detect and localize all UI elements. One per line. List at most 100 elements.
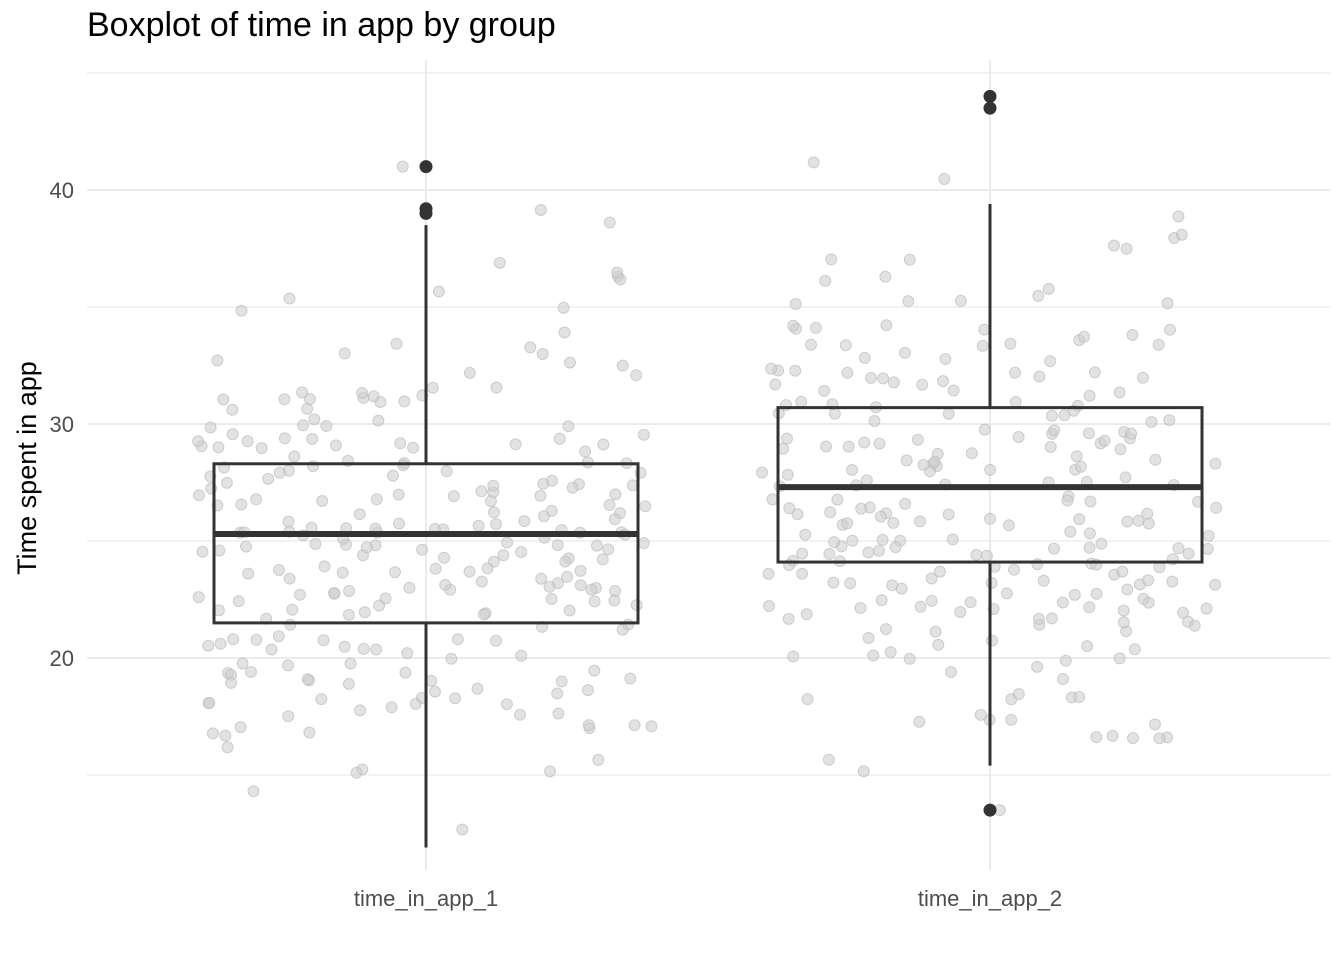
jitter-point: [938, 173, 951, 185]
jitter-point: [370, 643, 383, 656]
jitter-point: [250, 493, 263, 506]
jitter-point: [562, 420, 575, 433]
jitter-point: [1044, 441, 1057, 453]
jitter-point: [515, 649, 528, 662]
jitter-point: [456, 823, 469, 836]
jitter-point: [288, 450, 301, 463]
jitter-point: [407, 441, 420, 454]
jitter-point: [846, 463, 859, 476]
jitter-point: [1141, 507, 1154, 520]
jitter-point: [873, 437, 886, 450]
jitter-point: [283, 292, 296, 305]
jitter-point: [582, 719, 595, 732]
jitter-point: [932, 638, 945, 651]
jitter-point: [236, 657, 249, 670]
jitter-point: [1137, 371, 1149, 384]
jitter-point: [1078, 330, 1091, 343]
boxes: [212, 89, 1204, 848]
jitter-point: [387, 469, 399, 482]
jitter-point: [350, 766, 363, 779]
jitter-point: [1073, 513, 1086, 526]
jitter-point: [581, 684, 594, 697]
jitter-point: [214, 637, 227, 650]
jitter-point: [370, 493, 383, 506]
jitter-point: [965, 447, 978, 460]
jitter-point: [1161, 297, 1174, 310]
jitter-point: [791, 508, 804, 521]
jitter-point: [1081, 640, 1094, 653]
jitter-point: [1106, 729, 1119, 742]
jitter-point: [1166, 575, 1179, 588]
jitter-point: [315, 693, 328, 706]
jitter-point: [1083, 541, 1096, 554]
jitter-point: [831, 493, 844, 506]
jitter-point: [354, 704, 367, 717]
jitter-point: [537, 477, 550, 490]
jitter-point: [192, 591, 205, 604]
jitter-point: [1095, 537, 1108, 550]
jitter-point: [928, 455, 941, 468]
jitter-point: [809, 321, 822, 334]
jitter-point: [1045, 612, 1058, 625]
jitter-point: [397, 459, 410, 472]
jitter-point: [225, 676, 238, 689]
jitter-point: [1042, 282, 1055, 295]
jitter-point: [1149, 453, 1162, 466]
jitter-point: [608, 513, 621, 526]
jitter-point: [639, 500, 652, 513]
jitter-point: [825, 253, 838, 266]
jitter-point: [616, 623, 629, 636]
jitter-point: [344, 657, 357, 670]
jitter-point: [756, 466, 768, 479]
jitter-point: [282, 659, 295, 672]
jitter-point: [1084, 495, 1097, 508]
jitter-point: [984, 512, 996, 525]
jitter-point: [945, 666, 957, 678]
jitter-point: [925, 572, 938, 585]
jitter-point: [984, 463, 997, 476]
jitter-point: [839, 339, 852, 352]
jitter-point: [235, 304, 248, 317]
jitter-point: [1113, 652, 1126, 665]
jitter-point: [1117, 604, 1130, 617]
jitter-point: [336, 566, 349, 579]
jitter-point: [553, 432, 566, 445]
jitter-point: [329, 439, 342, 452]
jitter-point: [1172, 542, 1185, 555]
jitter-point: [1142, 574, 1155, 587]
jitter-point: [858, 436, 871, 449]
jitter-point: [807, 156, 820, 169]
jitter-point: [900, 454, 913, 467]
jitter-point: [518, 515, 531, 528]
jitter-point: [616, 359, 629, 372]
jitter-point: [875, 594, 888, 607]
jitter-point: [1120, 242, 1133, 255]
jitter-point: [212, 441, 225, 454]
jitter-point: [221, 741, 234, 754]
jitter-point: [472, 519, 485, 532]
jitter-point: [399, 666, 412, 679]
jitter-point: [787, 650, 800, 663]
jitter-point: [917, 458, 930, 471]
jitter-point: [880, 319, 893, 332]
jitter-point: [980, 549, 993, 562]
jitter-point: [262, 472, 275, 485]
jitter-point: [545, 593, 558, 605]
jitter-point: [561, 570, 574, 583]
jitter-point: [877, 372, 890, 385]
jitter-point: [1128, 643, 1141, 656]
jitter-point: [242, 567, 255, 580]
jitter-point: [579, 445, 592, 458]
jitter-point: [942, 508, 955, 521]
jitter-point: [868, 415, 881, 427]
jitter-point: [429, 685, 441, 698]
jitter-point: [564, 356, 576, 369]
jitter-point: [490, 381, 503, 394]
jitter-point: [946, 533, 959, 546]
jitter-point: [630, 369, 643, 382]
outlier-point: [983, 89, 997, 103]
jitter-point: [1061, 494, 1074, 507]
jitter-point: [353, 508, 366, 521]
jitter-point: [603, 216, 616, 229]
